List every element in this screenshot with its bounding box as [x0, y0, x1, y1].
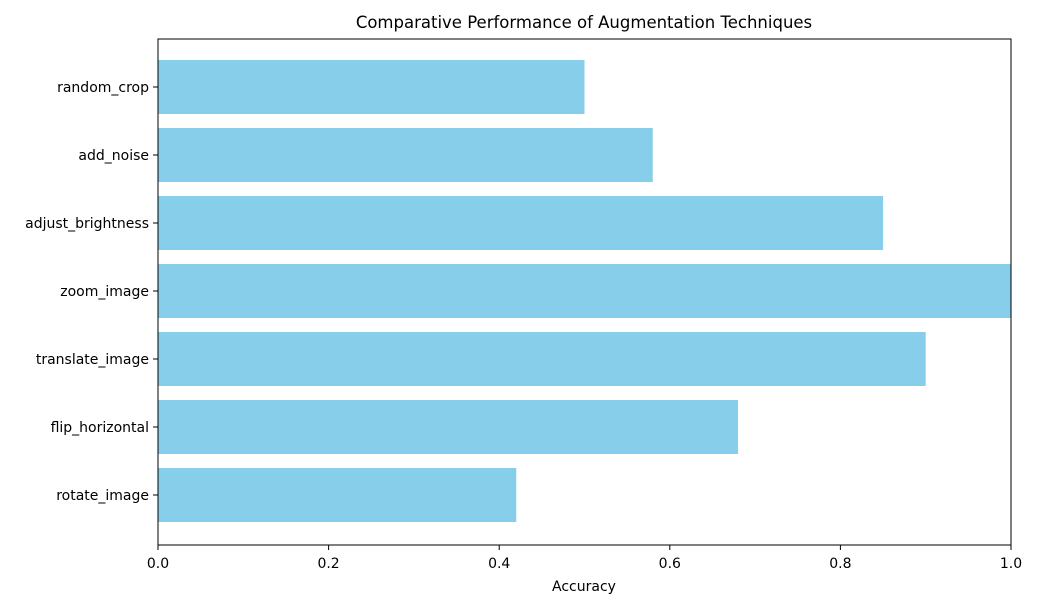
- x-axis-ticks: 0.0 0.2 0.4 0.6 0.8 1.0: [147, 545, 1022, 572]
- y-tick-label: add_noise: [78, 148, 149, 164]
- y-tick-label: rotate_image: [56, 488, 149, 504]
- plot-frame: [157, 38, 1012, 546]
- bar-random-crop: [158, 60, 585, 114]
- x-tick-label: 0.8: [829, 556, 851, 572]
- bar-adjust-brightness: [158, 196, 884, 250]
- x-tick-label: 0.6: [659, 556, 681, 572]
- x-tick-label: 0.0: [147, 556, 169, 572]
- chart-title: Comparative Performance of Augmentation …: [356, 13, 812, 32]
- y-axis-ticks: rotate_image flip_horizontal translate_ima…: [25, 80, 158, 504]
- y-tick-label: zoom_image: [60, 284, 149, 300]
- x-tick-label: 0.4: [488, 556, 510, 572]
- bar-flip-horizontal: [158, 400, 739, 454]
- y-tick-label: random_crop: [57, 80, 149, 96]
- x-tick-label: 1.0: [1000, 556, 1022, 572]
- x-axis-label: Accuracy: [552, 579, 616, 595]
- bar-zoom-image: [158, 264, 1011, 318]
- bar-add-noise: [158, 128, 653, 182]
- bars-group: [158, 60, 1011, 522]
- y-tick-label: translate_image: [36, 352, 149, 368]
- bar-rotate-image: [158, 468, 517, 522]
- bar-translate-image: [158, 332, 926, 386]
- x-tick-label: 0.2: [317, 556, 339, 572]
- y-tick-label: flip_horizontal: [51, 420, 149, 436]
- y-tick-label: adjust_brightness: [25, 216, 149, 232]
